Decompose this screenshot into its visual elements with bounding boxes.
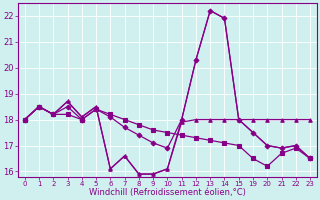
X-axis label: Windchill (Refroidissement éolien,°C): Windchill (Refroidissement éolien,°C) [89,188,246,197]
